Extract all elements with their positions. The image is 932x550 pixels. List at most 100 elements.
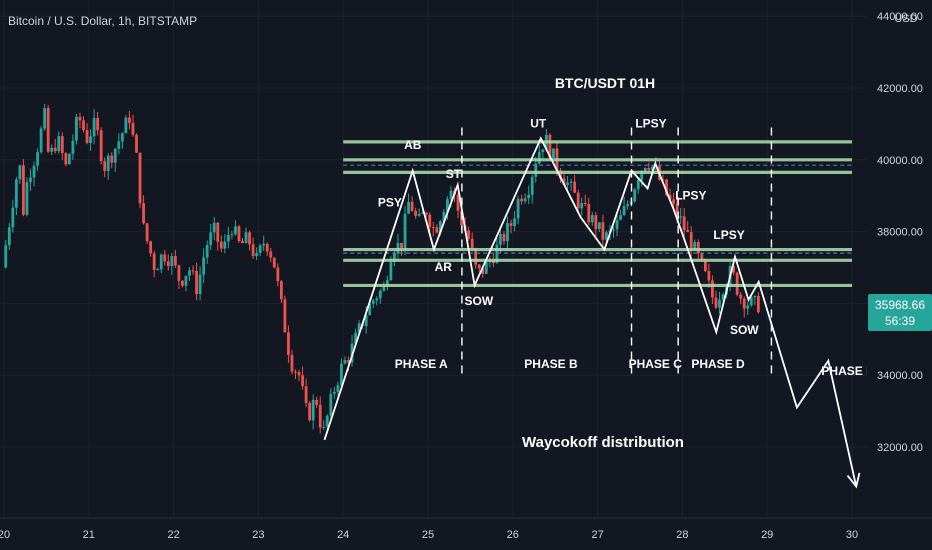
phase-label: PHASE B — [524, 357, 578, 371]
time-tick-label: 20 — [0, 529, 10, 541]
candle-body — [389, 262, 393, 281]
candle-body — [456, 195, 460, 211]
candle-body — [18, 165, 22, 180]
candle-body — [7, 227, 11, 246]
candle-body — [414, 211, 418, 216]
annotations: PSY AB ST AR SOW UT LPSY LPSY LPSY SOW PHASE A PHAS… — [378, 116, 874, 378]
candle-body — [562, 178, 566, 186]
candle-body — [96, 117, 100, 131]
candle-body — [135, 134, 138, 153]
candle-body — [619, 215, 622, 220]
candle-body — [14, 179, 18, 208]
candle-body — [590, 215, 594, 223]
candle-body — [325, 415, 329, 427]
candle-body — [89, 136, 92, 143]
candle-body — [156, 269, 160, 271]
candle-body — [633, 189, 637, 202]
candle-body — [696, 242, 700, 254]
price-tick-label: 42000.00 — [877, 83, 923, 95]
candle-body — [477, 264, 481, 269]
candle-body — [75, 116, 78, 141]
candle-body — [371, 300, 375, 304]
wyckoff-pattern — [323, 136, 861, 489]
candle-body — [177, 265, 181, 281]
annotation-label: AB — [404, 138, 422, 152]
candle-body — [506, 223, 509, 242]
candle-body — [605, 232, 608, 240]
candle-body — [57, 136, 61, 152]
candle-body — [368, 303, 372, 316]
candle-body — [329, 393, 333, 416]
candle-body — [626, 204, 630, 207]
candle-body — [237, 226, 241, 241]
annotation-label: AR — [435, 260, 453, 274]
time-scale-ticks[interactable]: 20 21 22 23 24 25 26 27 28 29 30 — [0, 529, 858, 541]
candle-body — [241, 240, 244, 244]
phase-label: PHASE E — [821, 364, 874, 378]
annotation-label: SOW — [730, 323, 759, 337]
candle-body — [219, 241, 223, 249]
candle-body — [202, 257, 206, 275]
candle-body — [502, 234, 506, 242]
candle-body — [421, 212, 425, 214]
annotation-label: LPSY — [635, 116, 666, 130]
time-tick-label: 21 — [83, 529, 95, 541]
candle-body — [71, 140, 75, 154]
candle-body — [117, 141, 121, 149]
candle-body — [499, 234, 502, 245]
candle-body — [753, 295, 757, 298]
candle-body — [272, 257, 276, 268]
candle-body — [290, 354, 294, 372]
candle-body — [424, 212, 428, 215]
candle-body — [513, 218, 516, 226]
candle-body — [435, 227, 439, 233]
candle-body — [198, 274, 202, 295]
candle-body — [718, 299, 721, 308]
candle-body — [407, 201, 410, 214]
candle-body — [308, 403, 312, 421]
candle-body — [216, 222, 220, 242]
candle-body — [467, 230, 471, 239]
candle-body — [393, 253, 396, 263]
candle-body — [583, 203, 587, 205]
candle-body — [385, 280, 389, 287]
candle-body — [230, 234, 234, 236]
candle-body — [166, 261, 170, 267]
candle-body — [668, 194, 672, 200]
candle-body — [60, 136, 64, 154]
candle-body — [520, 198, 524, 202]
candle-body — [347, 360, 350, 363]
candle-body — [746, 305, 750, 309]
candle-body — [438, 221, 442, 233]
annotation-label: LPSY — [713, 228, 744, 242]
candle-body — [99, 130, 103, 162]
candle-body — [265, 243, 269, 252]
candle-body — [258, 245, 262, 254]
candle-body — [82, 120, 85, 131]
candle-body — [106, 155, 110, 171]
time-tick-label: 25 — [422, 529, 434, 541]
candle-body — [205, 245, 209, 258]
candle-body — [597, 222, 601, 229]
currency-label[interactable]: USD — [894, 13, 917, 25]
candle-body — [378, 290, 382, 299]
candle-body — [283, 299, 287, 333]
candle-body — [113, 148, 117, 163]
symbol-title[interactable]: Bitcoin / U.S. Dollar, 1h, BITSTAMP — [8, 14, 198, 28]
candle-body — [248, 232, 251, 245]
candle-body — [142, 203, 145, 224]
candle-body — [523, 198, 527, 202]
candle-body — [689, 232, 693, 251]
candle-body — [495, 244, 499, 264]
candle-body — [184, 275, 188, 286]
time-tick-label: 30 — [846, 529, 858, 541]
price-scale[interactable] — [867, 0, 932, 518]
candle-body — [756, 295, 760, 313]
candle-body — [11, 207, 15, 228]
time-tick-label: 29 — [761, 529, 773, 541]
price-tick-label: 40000.00 — [877, 155, 923, 167]
candle-body — [262, 243, 266, 246]
candle-body — [707, 271, 711, 281]
candle-body — [509, 223, 513, 226]
